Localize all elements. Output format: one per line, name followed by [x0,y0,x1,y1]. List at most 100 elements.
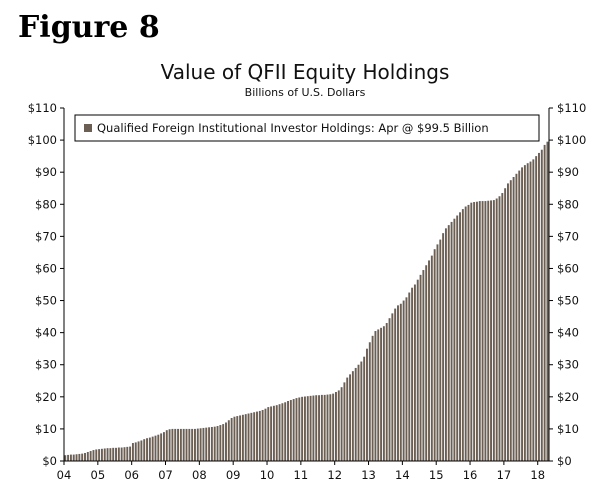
x-tick-label: 09 [226,468,241,482]
bar [69,454,72,461]
bar [225,422,227,461]
y-axis-right: $0 $10 $20 $30 $40 $50 $60 $70 $80 $90 $100 $110 [557,101,586,468]
bar [515,173,518,462]
bar [275,405,278,461]
y-tick-label-left: $20 [35,390,57,404]
bar [507,183,509,461]
bar [194,428,196,461]
bar [84,452,86,461]
bar [529,161,532,461]
chart-subtitle: Billions of U.S. Dollars [245,86,366,99]
bar [100,448,103,461]
x-tick-label: 07 [158,468,173,482]
bar [416,279,419,461]
bar [329,394,332,461]
bar [86,452,89,461]
bar [292,399,295,461]
bar [287,400,289,461]
x-tick-label: 08 [192,468,207,482]
bar [120,447,123,461]
legend-box [74,114,540,142]
bar [239,415,242,461]
bar [411,287,414,461]
bar [391,313,394,461]
bar [95,449,98,461]
bar [168,429,171,461]
y-tick-label-right: $10 [557,422,579,436]
bar [233,416,236,461]
bar [126,446,129,461]
y-tick-label-right: $30 [557,358,579,372]
bar [256,411,258,461]
y-tick-label-left: $80 [35,197,57,211]
bar [543,144,546,461]
bar [459,212,461,461]
bar [143,439,146,461]
y-tick-label-right: $50 [557,294,579,308]
bar [433,249,436,461]
bar [453,218,456,461]
bar [540,149,543,461]
x-tick-label: 17 [497,468,512,482]
y-tick-label-right: $40 [557,326,579,340]
bar [123,447,126,461]
bar [312,395,315,461]
y-tick-label-right: $110 [557,101,586,115]
x-tick-label: 04 [57,468,72,482]
bar [202,427,205,461]
bar [78,453,81,461]
bar [349,374,352,461]
bar [518,170,521,461]
bar [72,454,75,461]
bar [148,437,151,461]
bar [501,193,504,462]
y-axis-left: $0 $10 $20 $30 $40 $50 $60 $70 $80 $90 $100 $110 [28,101,57,468]
bar [236,416,239,461]
bar [405,297,408,461]
bar [470,202,473,462]
bar [478,201,481,461]
bar [222,424,225,461]
bar [377,329,380,461]
bar [171,428,174,461]
y-tick-label-left: $10 [35,422,57,436]
bar [351,371,354,461]
bar [210,426,213,461]
bar [117,447,120,461]
y-tick-label-right: $60 [557,261,579,275]
bar [481,201,484,461]
bar [490,200,492,462]
bar [335,392,337,461]
y-tick-label-left: $90 [35,165,57,179]
bar [354,367,357,461]
bar [179,428,182,461]
bar [444,228,447,461]
x-tick-label: 05 [91,468,106,482]
bar [318,395,320,461]
bar [315,395,318,461]
bar [89,451,92,461]
bar [219,425,222,461]
bar [337,390,340,461]
y-tick-label-left: $70 [35,229,57,243]
bar [456,215,459,461]
bar [272,405,275,461]
x-tick-label: 14 [395,468,410,482]
bar [103,448,106,461]
bar [244,414,247,461]
bar [436,244,439,461]
y-tick-label-right: $80 [557,197,579,211]
bar [388,318,391,461]
bar [154,435,157,461]
bar [278,404,281,461]
bar [250,412,253,461]
bar [397,305,399,461]
bar [301,396,304,461]
bar [532,159,535,461]
bar [492,200,495,461]
bar [357,364,360,461]
bar [205,427,208,461]
bar [419,274,422,461]
bar [450,221,453,461]
